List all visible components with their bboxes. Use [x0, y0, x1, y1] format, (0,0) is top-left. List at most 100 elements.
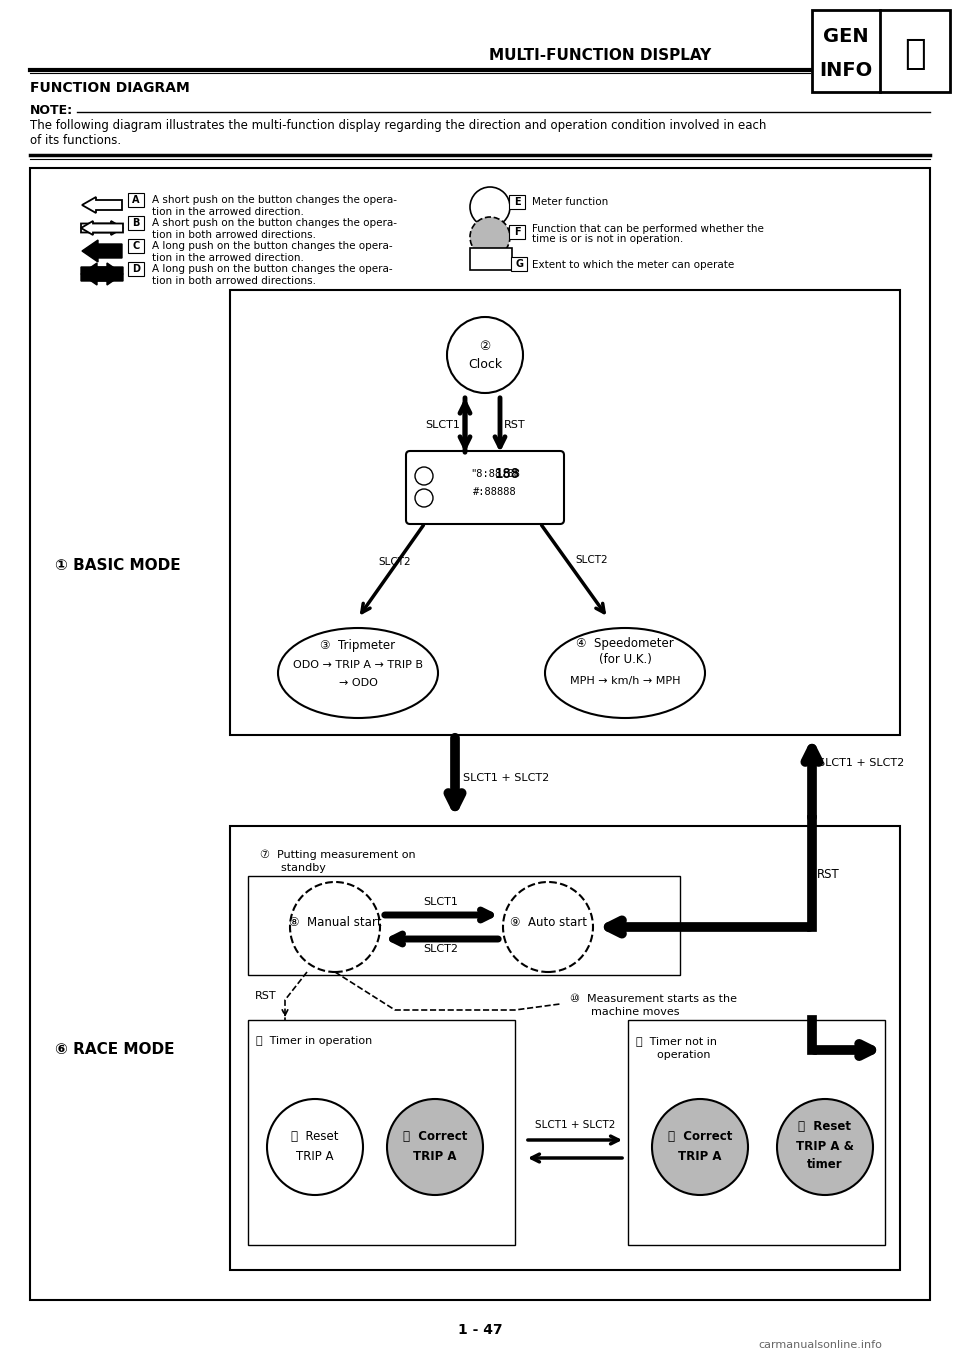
Circle shape — [415, 467, 433, 485]
Polygon shape — [230, 826, 900, 1270]
Text: NOTE:: NOTE: — [30, 103, 73, 117]
Polygon shape — [812, 10, 950, 92]
Circle shape — [447, 316, 523, 392]
Text: MPH → km/h → MPH: MPH → km/h → MPH — [569, 676, 681, 686]
Text: ⑦  Putting measurement on: ⑦ Putting measurement on — [260, 850, 416, 861]
Circle shape — [387, 1099, 483, 1195]
Text: ⑫  Reset: ⑫ Reset — [291, 1130, 339, 1143]
FancyBboxPatch shape — [128, 239, 144, 253]
Text: A long push on the button changes the opera-: A long push on the button changes the op… — [152, 263, 393, 274]
Text: ① BASIC MODE: ① BASIC MODE — [55, 558, 180, 573]
Circle shape — [503, 881, 593, 972]
Text: tion in the arrowed direction.: tion in the arrowed direction. — [152, 206, 304, 217]
Text: ④  Speedometer: ④ Speedometer — [576, 637, 674, 649]
Text: TRIP A: TRIP A — [413, 1150, 457, 1164]
Text: 1 - 47: 1 - 47 — [458, 1323, 502, 1338]
Text: SLCT2: SLCT2 — [378, 557, 411, 568]
Text: RST: RST — [255, 991, 276, 1001]
Text: SLCT1 + SLCT2: SLCT1 + SLCT2 — [818, 758, 904, 769]
Text: 🏍: 🏍 — [904, 37, 925, 71]
Ellipse shape — [545, 627, 705, 718]
Text: ⑯  Reset: ⑯ Reset — [799, 1120, 852, 1134]
Text: C: C — [132, 240, 139, 251]
Text: Function that can be performed whether the: Function that can be performed whether t… — [532, 224, 764, 234]
Text: ⑮  Correct: ⑮ Correct — [668, 1130, 732, 1143]
Polygon shape — [30, 168, 930, 1300]
Text: "8:88:88: "8:88:88 — [470, 469, 520, 479]
FancyArrow shape — [81, 263, 123, 285]
Polygon shape — [248, 1020, 515, 1245]
Text: ODO → TRIP A → TRIP B: ODO → TRIP A → TRIP B — [293, 660, 423, 669]
Text: carmanualsonline.info: carmanualsonline.info — [758, 1340, 882, 1350]
Circle shape — [415, 489, 433, 507]
Text: ⑭  Timer not in: ⑭ Timer not in — [636, 1036, 717, 1046]
Circle shape — [290, 881, 380, 972]
Text: TRIP A &: TRIP A & — [796, 1141, 854, 1153]
Text: of its functions.: of its functions. — [30, 133, 121, 147]
Circle shape — [777, 1099, 873, 1195]
Text: SLCT2: SLCT2 — [423, 944, 459, 955]
FancyArrow shape — [82, 197, 122, 213]
Text: → ODO: → ODO — [339, 678, 377, 689]
FancyBboxPatch shape — [511, 257, 527, 272]
Text: TRIP A: TRIP A — [679, 1150, 722, 1164]
Circle shape — [652, 1099, 748, 1195]
FancyBboxPatch shape — [470, 249, 512, 270]
Text: tion in both arrowed directions.: tion in both arrowed directions. — [152, 230, 316, 240]
Text: Clock: Clock — [468, 359, 502, 372]
Text: Extent to which the meter can operate: Extent to which the meter can operate — [532, 259, 734, 270]
Text: FUNCTION DIAGRAM: FUNCTION DIAGRAM — [30, 81, 190, 95]
Text: SLCT1 + SLCT2: SLCT1 + SLCT2 — [535, 1120, 615, 1130]
FancyArrow shape — [81, 263, 123, 285]
FancyBboxPatch shape — [128, 216, 144, 230]
FancyArrow shape — [81, 221, 123, 235]
Circle shape — [267, 1099, 363, 1195]
Text: RST: RST — [817, 869, 840, 881]
Text: ⑨  Auto start: ⑨ Auto start — [510, 915, 587, 929]
Text: INFO: INFO — [820, 61, 873, 80]
Text: tion in both arrowed directions.: tion in both arrowed directions. — [152, 276, 316, 287]
Text: time is or is not in operation.: time is or is not in operation. — [532, 234, 684, 244]
Text: ⑬  Correct: ⑬ Correct — [403, 1130, 468, 1143]
FancyArrow shape — [82, 240, 122, 262]
Text: SLCT1: SLCT1 — [423, 898, 459, 907]
Text: machine moves: machine moves — [570, 1008, 680, 1017]
Text: ③  Tripmeter: ③ Tripmeter — [321, 638, 396, 652]
FancyBboxPatch shape — [509, 225, 525, 239]
Text: ⑥ RACE MODE: ⑥ RACE MODE — [55, 1043, 175, 1058]
Polygon shape — [230, 291, 900, 735]
Text: RST: RST — [504, 420, 526, 430]
FancyBboxPatch shape — [406, 451, 564, 524]
Polygon shape — [248, 876, 680, 975]
Text: D: D — [132, 263, 140, 274]
Text: F: F — [514, 227, 520, 238]
Text: ⑩  Measurement starts as the: ⑩ Measurement starts as the — [570, 994, 737, 1004]
Text: A short push on the button changes the opera-: A short push on the button changes the o… — [152, 219, 397, 228]
Text: timer: timer — [807, 1158, 843, 1172]
Text: A: A — [132, 196, 140, 205]
Text: tion in the arrowed direction.: tion in the arrowed direction. — [152, 253, 304, 263]
Circle shape — [470, 217, 510, 257]
FancyBboxPatch shape — [128, 262, 144, 276]
Text: 188: 188 — [494, 467, 519, 481]
Text: SLCT1: SLCT1 — [425, 420, 460, 430]
Text: E: E — [514, 197, 520, 206]
FancyBboxPatch shape — [509, 196, 525, 209]
Text: Meter function: Meter function — [532, 197, 609, 206]
Text: SLCT1 + SLCT2: SLCT1 + SLCT2 — [463, 773, 549, 784]
Text: B: B — [132, 219, 140, 228]
FancyBboxPatch shape — [128, 193, 144, 206]
Text: MULTI-FUNCTION DISPLAY: MULTI-FUNCTION DISPLAY — [489, 48, 711, 62]
Text: A long push on the button changes the opera-: A long push on the button changes the op… — [152, 240, 393, 251]
Text: ⑪  Timer in operation: ⑪ Timer in operation — [256, 1036, 372, 1046]
Text: TRIP A: TRIP A — [297, 1150, 334, 1164]
Text: #:88888: #:88888 — [473, 488, 516, 497]
Ellipse shape — [278, 627, 438, 718]
Text: SLCT2: SLCT2 — [575, 555, 608, 565]
Text: G: G — [515, 259, 523, 269]
Text: (for U.K.): (for U.K.) — [599, 653, 652, 667]
Text: A short push on the button changes the opera-: A short push on the button changes the o… — [152, 196, 397, 205]
Text: standby: standby — [260, 862, 325, 873]
Text: ⑧  Manual start: ⑧ Manual start — [289, 915, 381, 929]
Text: The following diagram illustrates the multi-function display regarding the direc: The following diagram illustrates the mu… — [30, 118, 766, 132]
